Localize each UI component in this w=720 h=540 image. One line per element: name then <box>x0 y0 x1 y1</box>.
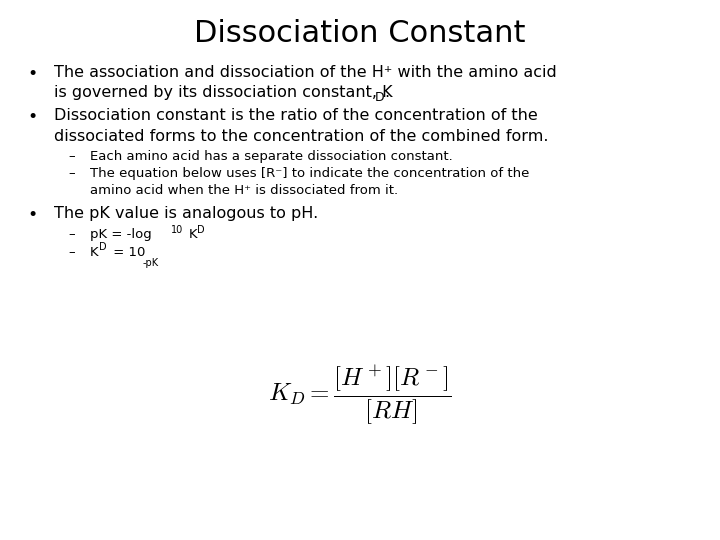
Text: pK = -log: pK = -log <box>90 228 152 241</box>
Text: amino acid when the H⁺ is dissociated from it.: amino acid when the H⁺ is dissociated fr… <box>90 184 398 197</box>
Text: K: K <box>90 246 99 259</box>
Text: •: • <box>27 206 37 224</box>
Text: –: – <box>68 246 75 259</box>
Text: D: D <box>374 91 384 104</box>
Text: The equation below uses [R⁻] to indicate the concentration of the: The equation below uses [R⁻] to indicate… <box>90 167 529 180</box>
Text: D: D <box>197 225 205 235</box>
Text: –: – <box>68 228 75 241</box>
Text: K: K <box>189 228 197 241</box>
Text: -pK: -pK <box>143 258 158 268</box>
Text: •: • <box>27 108 37 126</box>
Text: 10: 10 <box>171 225 184 235</box>
Text: •: • <box>27 65 37 83</box>
Text: dissociated forms to the concentration of the combined form.: dissociated forms to the concentration o… <box>54 129 549 144</box>
Text: Dissociation constant is the ratio of the concentration of the: Dissociation constant is the ratio of th… <box>54 108 538 123</box>
Text: $K_D = \dfrac{[H^+][R^-]}{[RH]}$: $K_D = \dfrac{[H^+][R^-]}{[RH]}$ <box>269 363 451 426</box>
Text: Dissociation Constant: Dissociation Constant <box>194 19 526 48</box>
Text: Each amino acid has a separate dissociation constant.: Each amino acid has a separate dissociat… <box>90 150 453 163</box>
Text: –: – <box>68 150 75 163</box>
Text: The association and dissociation of the H⁺ with the amino acid: The association and dissociation of the … <box>54 65 557 80</box>
Text: D: D <box>99 242 107 253</box>
Text: is governed by its dissociation constant, K: is governed by its dissociation constant… <box>54 85 392 100</box>
Text: The pK value is analogous to pH.: The pK value is analogous to pH. <box>54 206 318 221</box>
Text: –: – <box>68 167 75 180</box>
Text: = 10: = 10 <box>109 246 145 259</box>
Text: .: . <box>384 85 389 100</box>
